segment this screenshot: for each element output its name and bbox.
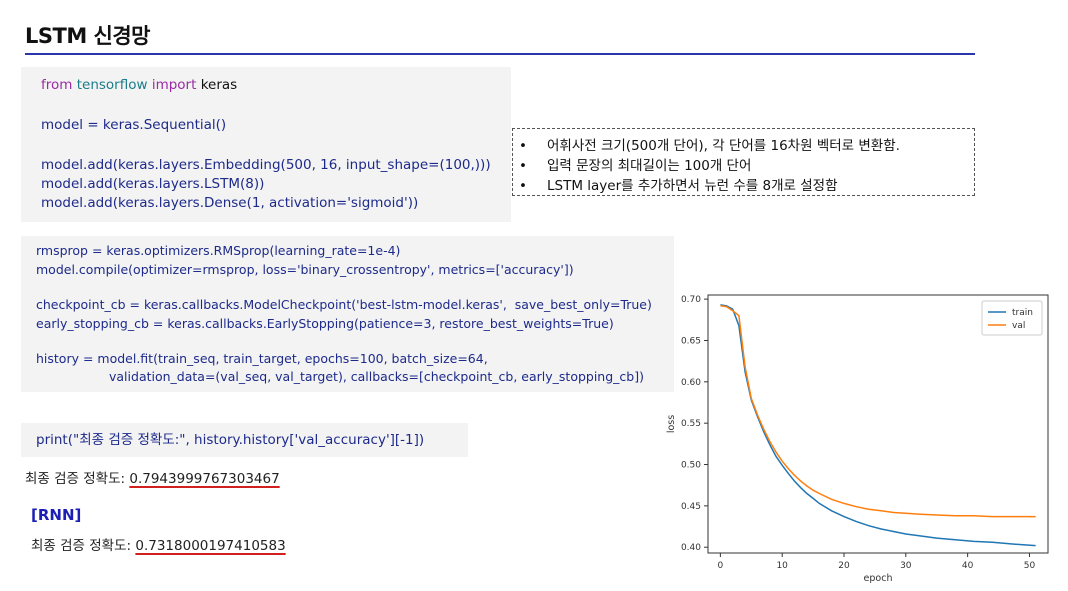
y-axis-label: loss (666, 415, 677, 433)
loss-chart: 0 10 20 30 40 50 0.40 0.45 0.50 0.55 0.60 0.65 0.70 e… (666, 294, 1049, 584)
x-axis-label: epoch (864, 573, 893, 584)
x-tick-label: 0 (717, 561, 723, 571)
y-tick-label: 0.50 (681, 461, 701, 471)
note-text: 어휘사전 크기(500개 단어), 각 단어를 16차원 벡터로 변환함. (547, 138, 900, 154)
code-line-print: print("최종 검증 정확도:", history.history['val… (36, 432, 425, 448)
code-line-embedding: model.add(keras.layers.Embedding(500, 16… (41, 157, 491, 173)
code-block-print: print("최종 검증 정확도:", history.history['val… (21, 423, 468, 457)
code-line-compile: model.compile(optimizer=rmsprop, loss='b… (36, 262, 574, 277)
explanation-box: • 어휘사전 크기(500개 단어), 각 단어를 16차원 벡터로 변환함. •… (512, 128, 975, 196)
x-tick-label: 20 (838, 561, 850, 571)
x-tick-label: 50 (1024, 561, 1036, 571)
note-item: • 입력 문장의 최대길이는 100개 단어 (519, 154, 751, 174)
code-line-lstm: model.add(keras.layers.LSTM(8)) (41, 176, 265, 192)
rnn-result-label: 최종 검증 정확도: (31, 538, 132, 554)
x-tick-label: 40 (962, 561, 974, 571)
code-line-dense: model.add(keras.layers.Dense(1, activati… (41, 195, 419, 211)
code-line-rmsprop: rmsprop = keras.optimizers.RMSprop(learn… (36, 243, 401, 258)
y-tick-label: 0.60 (681, 378, 701, 388)
x-tick-label: 30 (900, 561, 912, 571)
bullet-icon: • (519, 158, 527, 174)
code-module-name: tensorflow (76, 77, 148, 93)
code-line-early-stopping: early_stopping_cb = keras.callbacks.Earl… (36, 316, 614, 331)
bullet-icon: • (519, 178, 527, 194)
code-import-name: keras (196, 77, 238, 93)
rnn-result-value: 0.7318000197410583 (135, 538, 286, 554)
lstm-result: 최종 검증 정확도: 0.7943999767303467 (25, 467, 280, 487)
y-tick-label: 0.70 (681, 295, 701, 305)
y-tick-label: 0.40 (681, 543, 701, 553)
code-keyword-from: from (41, 77, 73, 93)
code-keyword-import: import (151, 77, 197, 93)
code-line-fit: history = model.fit(train_seq, train_tar… (36, 351, 488, 366)
x-tick-label: 10 (776, 561, 788, 571)
code-block-training: rmsprop = keras.optimizers.RMSprop(learn… (21, 236, 674, 392)
note-text: LSTM layer를 추가하면서 뉴런 수를 8개로 설정함 (547, 178, 838, 194)
y-tick-label: 0.45 (681, 502, 701, 512)
code-block-model: from tensorflow import keras model = ker… (21, 67, 511, 222)
y-tick-label: 0.65 (681, 336, 701, 346)
bullet-icon: • (519, 138, 527, 154)
code-line-fit-continued: validation_data=(val_seq, val_target), c… (109, 369, 644, 384)
code-line-import: from tensorflow import keras (41, 76, 237, 94)
legend-box (981, 300, 1043, 336)
rnn-heading: [RNN] (31, 506, 82, 524)
note-item: • LSTM layer를 추가하면서 뉴런 수를 8개로 설정함 (519, 174, 838, 194)
code-line-checkpoint: checkpoint_cb = keras.callbacks.ModelChe… (36, 297, 652, 312)
legend-label-val: val (1012, 321, 1025, 331)
series-line-val (720, 305, 1036, 518)
code-line-sequential: model = keras.Sequential() (41, 117, 227, 133)
note-item: • 어휘사전 크기(500개 단어), 각 단어를 16차원 벡터로 변환함. (519, 134, 900, 154)
rnn-result: 최종 검증 정확도: 0.7318000197410583 (31, 534, 286, 554)
lstm-result-label: 최종 검증 정확도: (25, 471, 126, 487)
lstm-result-value: 0.7943999767303467 (129, 471, 280, 487)
y-tick-label: 0.55 (681, 419, 701, 429)
title-rule (25, 53, 975, 55)
note-text: 입력 문장의 최대길이는 100개 단어 (547, 158, 752, 174)
slide-title: LSTM 신경망 (25, 24, 151, 48)
legend-label-train: train (1012, 308, 1033, 318)
